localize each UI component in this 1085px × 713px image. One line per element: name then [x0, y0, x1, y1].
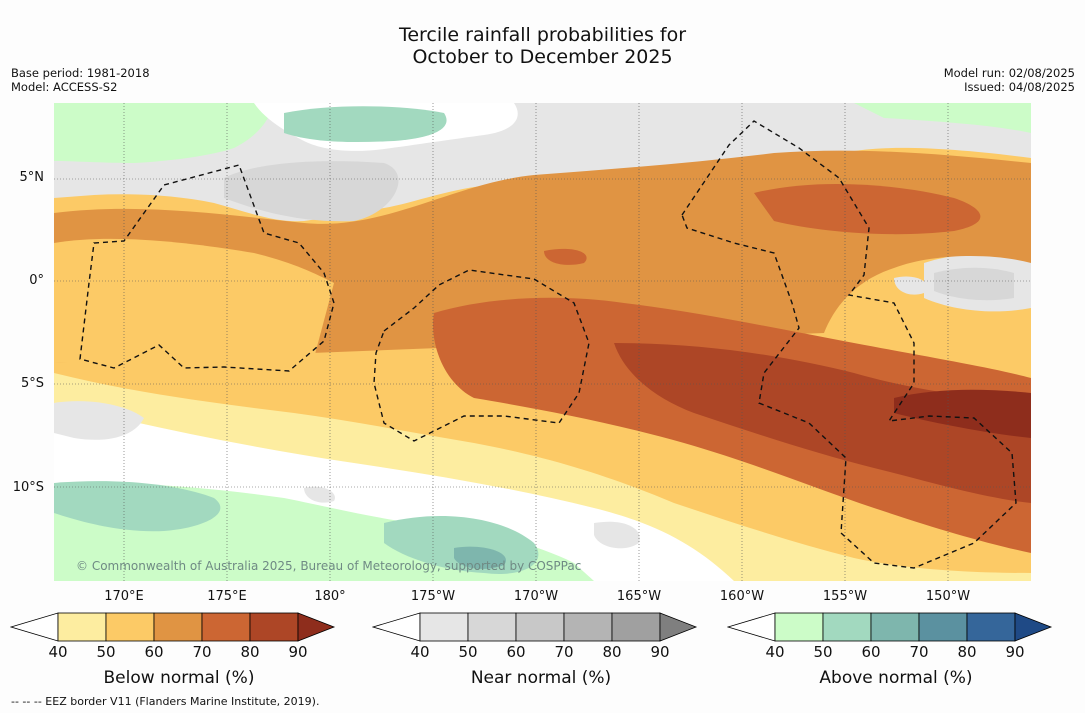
- above-colorbar-tick-label: 70: [909, 643, 929, 661]
- base-period: Base period: 1981-2018: [11, 66, 150, 80]
- near-colorbar-segment: [515, 612, 565, 642]
- above-colorbar-segment: [870, 612, 920, 642]
- lon-label-175w: 175°W: [410, 589, 456, 604]
- model-name: Model: ACCESS-S2: [11, 80, 118, 94]
- lat-label-5n: 5°N: [19, 170, 45, 185]
- lat-label-10s: 10°S: [12, 480, 44, 495]
- lon-label-170e: 170°E: [104, 589, 144, 604]
- lat-label-5s: 5°S: [20, 376, 44, 391]
- above-colorbar-segment: [774, 612, 824, 642]
- below-colorbar-tick-label: 60: [144, 643, 164, 661]
- lon-label-180: 180°: [314, 589, 346, 604]
- map-title-line2: October to December 2025: [412, 46, 673, 68]
- above-colorbar-under-triangle: [727, 612, 776, 642]
- lon-label-155w: 155°W: [822, 589, 868, 604]
- colorbar-title-near: Near normal (%): [470, 668, 612, 688]
- below-colorbar-under-triangle: [10, 612, 59, 642]
- below-colorbar-segment: [249, 612, 299, 642]
- below-colorbar-tick-label: 40: [48, 643, 68, 661]
- eez-borders: [79, 120, 1017, 569]
- below-colorbar-segment: [153, 612, 203, 642]
- near-colorbar-segment: [419, 612, 469, 642]
- above-colorbar-tick-label: 40: [765, 643, 785, 661]
- near-colorbar-segment: [611, 612, 661, 642]
- near-colorbar-segment: [563, 612, 613, 642]
- above-colorbar-segment: [966, 612, 1016, 642]
- lon-label-175e: 175°E: [207, 589, 247, 604]
- lon-label-170w: 170°W: [513, 589, 559, 604]
- below-colorbar-segment: [57, 612, 107, 642]
- lat-label-0: 0°: [29, 273, 44, 288]
- below-colorbar-tick-label: 80: [240, 643, 260, 661]
- lon-label-150w: 150°W: [925, 589, 971, 604]
- below-colorbar-segment: [201, 612, 251, 642]
- colorbar-below-normal: [10, 612, 336, 642]
- colorbar-near-normal: [372, 612, 698, 642]
- below-colorbar-segment: [105, 612, 155, 642]
- above-colorbar-tick-label: 60: [861, 643, 881, 661]
- near-colorbar-tick-label: 80: [602, 643, 622, 661]
- colorbar-above-normal: [727, 612, 1053, 642]
- near-colorbar-tick-label: 60: [506, 643, 526, 661]
- above-colorbar-tick-label: 90: [1005, 643, 1025, 661]
- below-colorbar-tick-label: 90: [288, 643, 308, 661]
- near-colorbar-under-triangle: [372, 612, 421, 642]
- below-colorbar-tick-label: 70: [192, 643, 212, 661]
- lon-label-160w: 160°W: [719, 589, 765, 604]
- near-colorbar-tick-label: 90: [650, 643, 670, 661]
- rainfall-probability-map: © Commonwealth of Australia 2025, Bureau…: [54, 103, 1031, 581]
- issued-date: Issued: 04/08/2025: [964, 80, 1075, 94]
- near-colorbar-tick-label: 40: [410, 643, 430, 661]
- eez-footnote: -- -- -- EEZ border V11 (Flanders Marine…: [11, 695, 320, 708]
- above-colorbar-segment: [918, 612, 968, 642]
- lon-label-165w: 165°W: [616, 589, 662, 604]
- near-colorbar-tick-label: 50: [458, 643, 478, 661]
- map-title-line1: Tercile rainfall probabilities for: [398, 24, 687, 46]
- above-colorbar-over-triangle: [1014, 612, 1053, 642]
- near-colorbar-over-triangle: [659, 612, 698, 642]
- colorbar-title-below: Below normal (%): [103, 668, 255, 688]
- copyright-credit: © Commonwealth of Australia 2025, Bureau…: [76, 559, 581, 573]
- near-colorbar-segment: [467, 612, 517, 642]
- colorbar-title-above: Above normal (%): [819, 668, 973, 688]
- above-colorbar-tick-label: 50: [813, 643, 833, 661]
- above-colorbar-tick-label: 80: [957, 643, 977, 661]
- below-colorbar-over-triangle: [297, 612, 336, 642]
- model-run-date: Model run: 02/08/2025: [943, 66, 1075, 80]
- graticule: [54, 103, 1031, 581]
- below-colorbar-tick-label: 50: [96, 643, 116, 661]
- near-colorbar-tick-label: 70: [554, 643, 574, 661]
- above-colorbar-segment: [822, 612, 872, 642]
